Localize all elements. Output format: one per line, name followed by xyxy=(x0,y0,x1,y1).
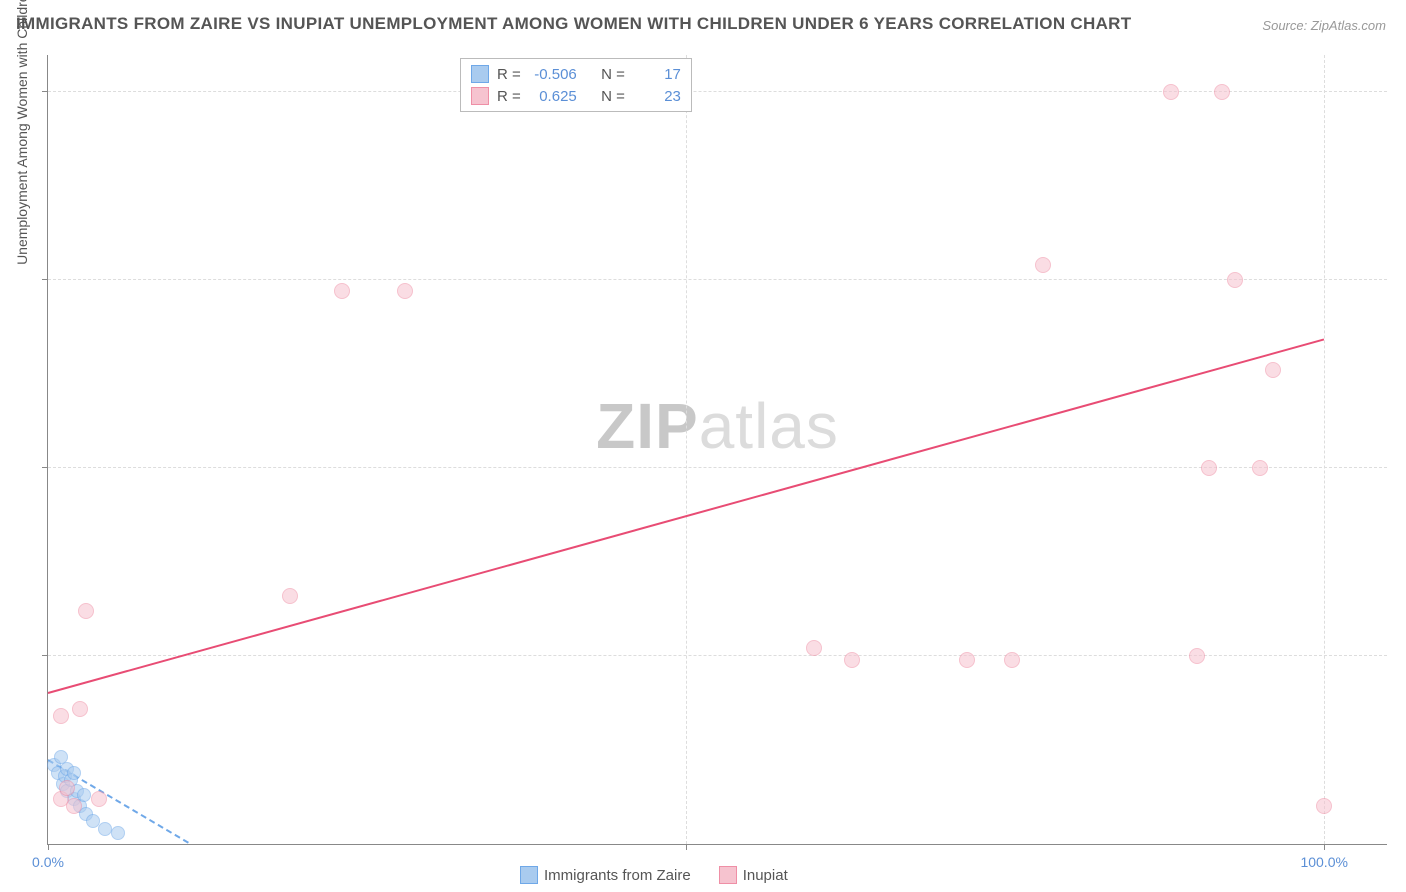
y-tick-mark xyxy=(42,91,48,92)
watermark-zip: ZIP xyxy=(596,390,699,462)
scatter-point xyxy=(78,603,94,619)
bottom-legend: Immigrants from Zaire Inupiat xyxy=(520,866,788,884)
scatter-point xyxy=(67,766,81,780)
scatter-point xyxy=(66,798,82,814)
x-tick-label: 100.0% xyxy=(1300,854,1347,870)
gridline-v xyxy=(1324,55,1325,844)
scatter-point xyxy=(282,588,298,604)
stat-n-label: N = xyxy=(601,88,625,105)
scatter-point xyxy=(111,826,125,840)
scatter-point xyxy=(1252,460,1268,476)
scatter-point xyxy=(59,780,75,796)
plot-area: ZIPatlas 25.0%50.0%75.0%100.0%0.0%100.0% xyxy=(47,55,1387,845)
y-tick-label: 100.0% xyxy=(1399,84,1406,100)
scatter-point xyxy=(86,814,100,828)
scatter-point xyxy=(1035,257,1051,273)
legend-label: Inupiat xyxy=(743,867,788,884)
stat-n-value: 17 xyxy=(633,66,681,83)
scatter-point xyxy=(1316,798,1332,814)
scatter-point xyxy=(1201,460,1217,476)
stat-r-value: -0.506 xyxy=(529,66,577,83)
scatter-point xyxy=(53,708,69,724)
y-tick-mark xyxy=(42,279,48,280)
gridline-v xyxy=(686,55,687,844)
legend-stats-box: R = -0.506 N = 17 R = 0.625 N = 23 xyxy=(460,58,692,112)
y-tick-mark xyxy=(42,467,48,468)
scatter-point xyxy=(844,652,860,668)
correlation-chart: IMMIGRANTS FROM ZAIRE VS INUPIAT UNEMPLO… xyxy=(0,0,1406,892)
legend-stats-row: R = 0.625 N = 23 xyxy=(471,85,681,107)
stat-n-value: 23 xyxy=(633,88,681,105)
scatter-point xyxy=(334,283,350,299)
source-attribution: Source: ZipAtlas.com xyxy=(1262,18,1386,33)
scatter-point xyxy=(1227,272,1243,288)
watermark-atlas: atlas xyxy=(699,390,839,462)
gridline-h xyxy=(48,467,1387,468)
gridline-h xyxy=(48,91,1387,92)
chart-title: IMMIGRANTS FROM ZAIRE VS INUPIAT UNEMPLO… xyxy=(16,14,1131,34)
source-name: ZipAtlas.com xyxy=(1311,18,1386,33)
scatter-point xyxy=(1265,362,1281,378)
legend-swatch xyxy=(471,87,489,105)
watermark: ZIPatlas xyxy=(596,389,839,463)
x-tick-label: 0.0% xyxy=(32,854,64,870)
stat-n-label: N = xyxy=(601,66,625,83)
gridline-h xyxy=(48,279,1387,280)
scatter-point xyxy=(91,791,107,807)
scatter-point xyxy=(72,701,88,717)
source-label: Source: xyxy=(1262,18,1307,33)
x-tick-mark xyxy=(686,844,687,850)
legend-swatch xyxy=(520,866,538,884)
legend-item: Inupiat xyxy=(719,866,788,884)
y-axis-label: Unemployment Among Women with Children U… xyxy=(14,0,30,265)
legend-stats-row: R = -0.506 N = 17 xyxy=(471,63,681,85)
x-tick-mark xyxy=(1324,844,1325,850)
scatter-point xyxy=(1189,648,1205,664)
scatter-point xyxy=(959,652,975,668)
scatter-point xyxy=(397,283,413,299)
stat-r-label: R = xyxy=(497,66,521,83)
stat-r-value: 0.625 xyxy=(529,88,577,105)
gridline-h xyxy=(48,655,1387,656)
y-tick-mark xyxy=(42,655,48,656)
scatter-point xyxy=(806,640,822,656)
x-tick-mark xyxy=(48,844,49,850)
legend-swatch xyxy=(471,65,489,83)
y-tick-label: 25.0% xyxy=(1399,648,1406,664)
y-tick-label: 50.0% xyxy=(1399,460,1406,476)
legend-swatch xyxy=(719,866,737,884)
legend-item: Immigrants from Zaire xyxy=(520,866,691,884)
scatter-point xyxy=(1163,84,1179,100)
scatter-point xyxy=(1214,84,1230,100)
scatter-point xyxy=(1004,652,1020,668)
stat-r-label: R = xyxy=(497,88,521,105)
y-tick-label: 75.0% xyxy=(1399,272,1406,288)
legend-label: Immigrants from Zaire xyxy=(544,867,691,884)
